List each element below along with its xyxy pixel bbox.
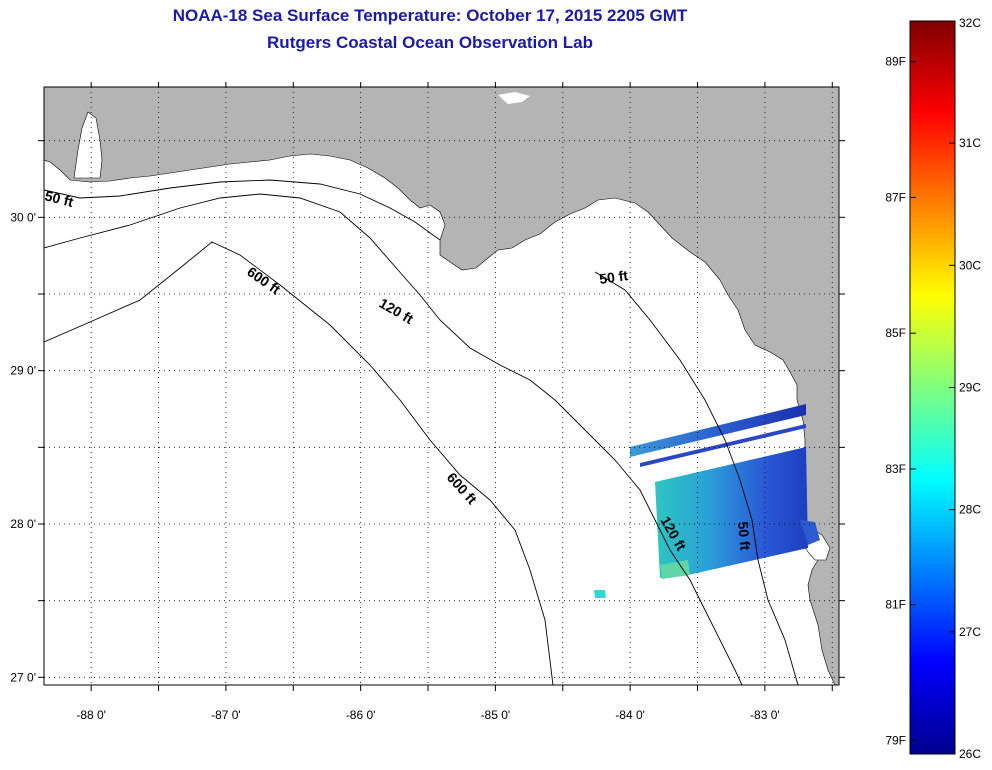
lake xyxy=(498,92,530,104)
longitude-axis: -88 0' -87 0' -86 0' -85 0' -84 0' -83 0' xyxy=(76,82,833,722)
lat-tick-label: 28 0' xyxy=(10,517,36,531)
cb-celsius-label: 31C xyxy=(959,136,981,150)
contour-50ft-north xyxy=(44,179,441,241)
colorbar-celsius-labels: 32C 31C 30C 29C 28C 27C 26C xyxy=(949,16,981,761)
latitude-axis: 30 0' 29 0' 28 0' 27 0' xyxy=(10,140,845,684)
lat-tick-label: 27 0' xyxy=(10,670,36,684)
lat-tick-label: 30 0' xyxy=(10,210,36,224)
lon-tick-label: -87 0' xyxy=(211,708,241,722)
sst-patch-cyan xyxy=(594,590,606,598)
cb-celsius-label: 26C xyxy=(959,747,981,761)
map-subtitle: Rutgers Coastal Ocean Observation Lab xyxy=(267,33,593,52)
contour-600ft xyxy=(44,241,554,685)
colorbar xyxy=(909,20,956,755)
cb-fahrenheit-label: 85F xyxy=(885,326,906,340)
sst-swath xyxy=(655,447,808,578)
sst-stripe-1 xyxy=(630,404,806,457)
lon-tick-label: -84 0' xyxy=(615,708,645,722)
cb-fahrenheit-label: 79F xyxy=(885,733,906,747)
mobile-bay xyxy=(73,111,103,179)
sst-patch-green xyxy=(660,560,690,579)
cb-fahrenheit-label: 81F xyxy=(885,598,906,612)
contour-label-50ft-west: 50 ft xyxy=(43,187,75,210)
cb-celsius-label: 27C xyxy=(959,625,981,639)
cb-fahrenheit-label: 89F xyxy=(885,55,906,69)
cb-celsius-label: 29C xyxy=(959,381,981,395)
lon-tick-label: -83 0' xyxy=(750,708,780,722)
lon-tick-label: -85 0' xyxy=(481,708,511,722)
lon-tick-label: -86 0' xyxy=(346,708,376,722)
cb-celsius-label: 28C xyxy=(959,503,981,517)
cb-fahrenheit-label: 87F xyxy=(885,190,906,204)
lon-tick-label: -88 0' xyxy=(76,708,106,722)
cb-fahrenheit-label: 83F xyxy=(885,462,906,476)
colorbar-fahrenheit-labels: 89F 87F 85F 83F 81F 79F xyxy=(885,55,916,747)
sst-patch-tampa xyxy=(800,520,820,545)
contour-50ft-south xyxy=(594,271,799,685)
cb-celsius-label: 30C xyxy=(959,258,981,272)
cb-celsius-label: 32C xyxy=(959,16,981,30)
map-frame xyxy=(43,86,840,686)
contour-label-50ft-south: 50 ft xyxy=(735,521,753,551)
map-title: NOAA-18 Sea Surface Temperature: October… xyxy=(172,6,688,25)
contour-label-50ft-east: 50 ft xyxy=(598,267,629,287)
sst-stripe-2 xyxy=(640,424,806,467)
contour-120ft xyxy=(44,193,743,685)
lat-tick-label: 29 0' xyxy=(10,364,36,378)
